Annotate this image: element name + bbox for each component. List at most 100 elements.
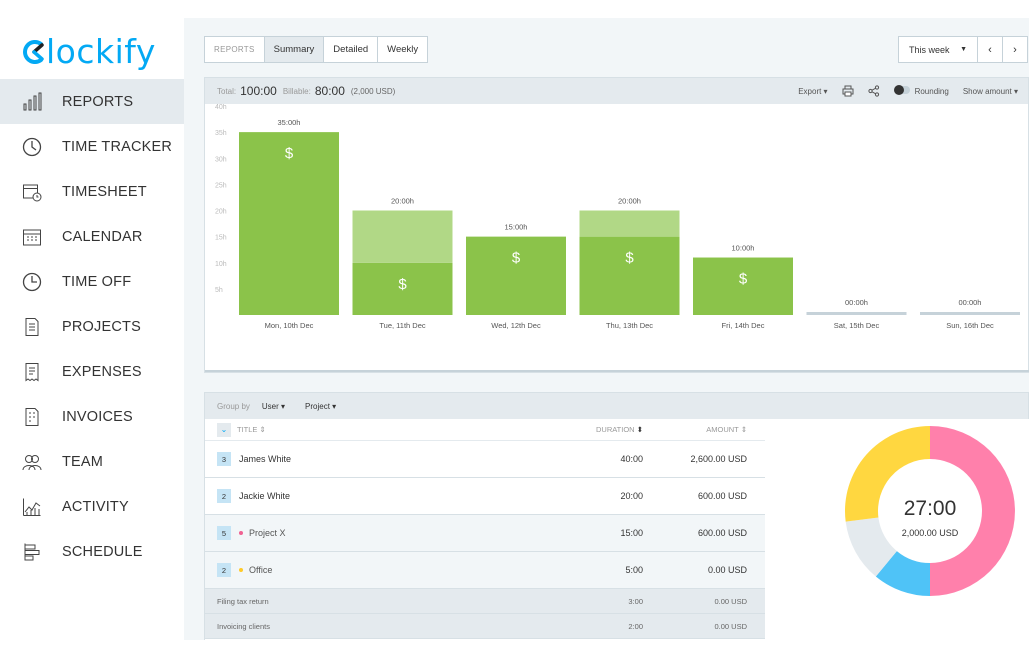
sort-icon: ⇕	[740, 425, 747, 434]
donut-chart: 27:00 2,000.00 USD	[845, 426, 1015, 596]
donut-segment[interactable]	[845, 517, 897, 577]
x-tick-label: Tue, 11th Dec	[379, 321, 426, 330]
count-badge[interactable]: 2	[217, 489, 231, 503]
count-badge[interactable]: 2	[217, 563, 231, 577]
count-badge[interactable]: 3	[217, 452, 231, 466]
y-tick-label: 10h	[215, 261, 227, 268]
total-label: Total:	[217, 86, 237, 96]
row-duration: 20:00	[620, 491, 643, 501]
activity-icon	[22, 497, 42, 517]
sidebar-item-timesheet[interactable]: TIMESHEET	[0, 169, 184, 214]
sidebar: lockify REPORTS TIME TRACKER TIMESHEET CALE…	[0, 0, 184, 640]
dollar-icon: $	[398, 276, 407, 293]
sidebar-item-time-off[interactable]: TIME OFF	[0, 259, 184, 304]
chevron-down-icon: ▼	[960, 46, 967, 53]
table-body: 3 James White 40:00 2,600.00 USD 2 Jackie Whi…	[205, 441, 765, 639]
print-icon[interactable]	[842, 85, 854, 97]
prev-range-button[interactable]: ‹	[978, 36, 1003, 63]
bar-non-billable	[579, 210, 680, 237]
count-badge[interactable]: 5	[217, 526, 231, 540]
sidebar-item-activity[interactable]: ACTIVITY	[0, 484, 184, 529]
bar-billable	[239, 132, 339, 315]
row-title: Project X	[249, 528, 286, 538]
show-amount-dropdown[interactable]: Show amount ▾	[962, 86, 1018, 96]
date-range: This week ▼ ‹ ›	[898, 36, 1028, 63]
group-project-dropdown[interactable]: Project ▾	[305, 401, 337, 411]
team-icon	[22, 452, 42, 472]
group-by-label: Group by	[217, 401, 250, 411]
sidebar-item-expenses[interactable]: EXPENSES	[0, 349, 184, 394]
sidebar-item-label: REPORTS	[62, 93, 134, 110]
next-range-button[interactable]: ›	[1003, 36, 1028, 63]
header-duration[interactable]: DURATION	[595, 425, 635, 434]
export-label: Export	[798, 86, 822, 96]
row-duration: 40:00	[620, 454, 643, 464]
billable-value: 80:00	[314, 84, 345, 98]
sidebar-item-label: SCHEDULE	[62, 543, 143, 560]
sidebar-nav: REPORTS TIME TRACKER TIMESHEET CALENDAR TIME…	[0, 79, 184, 574]
sidebar-item-time-tracker[interactable]: TIME TRACKER	[0, 124, 184, 169]
bar-value-label: 20:00h	[391, 197, 414, 206]
header-title[interactable]: TITLE	[237, 425, 258, 434]
bar-value-label: 35:00h	[278, 118, 301, 127]
row-duration: 5:00	[625, 565, 643, 575]
header-amount[interactable]: AMOUNT	[706, 425, 739, 434]
donut-segment[interactable]	[875, 551, 930, 596]
bar-billable	[352, 262, 453, 315]
tab-summary[interactable]: Summary	[264, 37, 325, 62]
sidebar-item-schedule[interactable]: SCHEDULE	[0, 529, 184, 574]
row-amount: 0.00 USD	[714, 596, 747, 606]
donut-segment[interactable]	[930, 426, 1015, 596]
table-row[interactable]: 5 Project X 15:00 600.00 USD	[205, 515, 765, 552]
report-tabs: REPORTS Summary Detailed Weekly	[204, 36, 429, 63]
sort-icon: ⇕	[259, 425, 266, 434]
breakdown-card: Group by User ▾ Project ▾ ⌄ TITLE ⇕ DURAT…	[204, 392, 1029, 641]
sidebar-item-calendar[interactable]: CALENDAR	[0, 214, 184, 259]
tab-detailed[interactable]: Detailed	[324, 37, 379, 62]
group-user-dropdown[interactable]: User ▾	[261, 401, 286, 411]
export-dropdown[interactable]: Export ▾	[798, 86, 828, 96]
tab-weekly[interactable]: Weekly	[387, 44, 419, 55]
sidebar-item-invoices[interactable]: INVOICES	[0, 394, 184, 439]
y-tick-label: 35h	[215, 130, 227, 137]
table-row[interactable]: 2 Jackie White 20:00 600.00 USD	[205, 478, 765, 515]
bar-value-label: 00:00h	[959, 298, 982, 307]
document-icon	[22, 317, 42, 337]
bar-value-label: 15:00h	[505, 223, 528, 232]
chart-card: Total: 100:00 Billable: 80:00 (2,000 USD…	[204, 77, 1029, 373]
table-row[interactable]: Filing tax return 3:00 0.00 USD	[205, 589, 765, 614]
expand-all-toggle[interactable]: ⌄	[217, 422, 231, 437]
sidebar-item-label: CALENDAR	[62, 228, 143, 245]
table-row[interactable]: 3 James White 40:00 2,600.00 USD	[205, 441, 765, 478]
receipt-icon	[22, 362, 42, 382]
table-header: ⌄ TITLE ⇕ DURATION ⬍ AMOUNT ⇕	[205, 419, 765, 441]
table-row[interactable]: 2 Office 5:00 0.00 USD	[205, 552, 765, 589]
y-tick-label: 30h	[215, 156, 227, 163]
bar-chart: 5h 10h 15h 20h 25h 30h 35h 40h $35:00h Mon, 10th …	[205, 104, 1029, 372]
x-tick-label: Fri, 14th Dec	[722, 321, 765, 330]
calendar-icon	[22, 227, 42, 247]
sort-desc-icon: ⬍	[636, 425, 643, 434]
rounding-label: Rounding	[914, 87, 949, 96]
date-range-select[interactable]: This week ▼	[898, 36, 978, 63]
x-tick-label: Thu, 13th Dec	[606, 321, 653, 330]
rounding-toggle[interactable]: Rounding	[893, 85, 949, 96]
donut-panel: 27:00 2,000.00 USD	[785, 419, 1029, 641]
row-title: James White	[239, 454, 292, 464]
sidebar-item-projects[interactable]: PROJECTS	[0, 304, 184, 349]
row-amount: 600.00 USD	[697, 491, 747, 501]
y-tick-label: 25h	[215, 182, 227, 189]
share-icon[interactable]	[867, 85, 880, 97]
donut-segment[interactable]	[845, 426, 930, 522]
row-amount: 600.00 USD	[697, 528, 747, 538]
row-duration: 3:00	[628, 596, 643, 606]
bar-empty	[806, 312, 907, 315]
sidebar-item-label: TIMESHEET	[62, 183, 147, 200]
table-row[interactable]: Invoicing clients 2:00 0.00 USD	[205, 614, 765, 639]
sidebar-item-team[interactable]: TEAM	[0, 439, 184, 484]
bar-chart-icon	[22, 92, 42, 112]
row-title: Invoicing clients	[217, 621, 270, 631]
logo[interactable]: lockify	[22, 32, 156, 71]
bar-value-label: 00:00h	[845, 298, 868, 307]
sidebar-item-reports[interactable]: REPORTS	[0, 79, 184, 124]
